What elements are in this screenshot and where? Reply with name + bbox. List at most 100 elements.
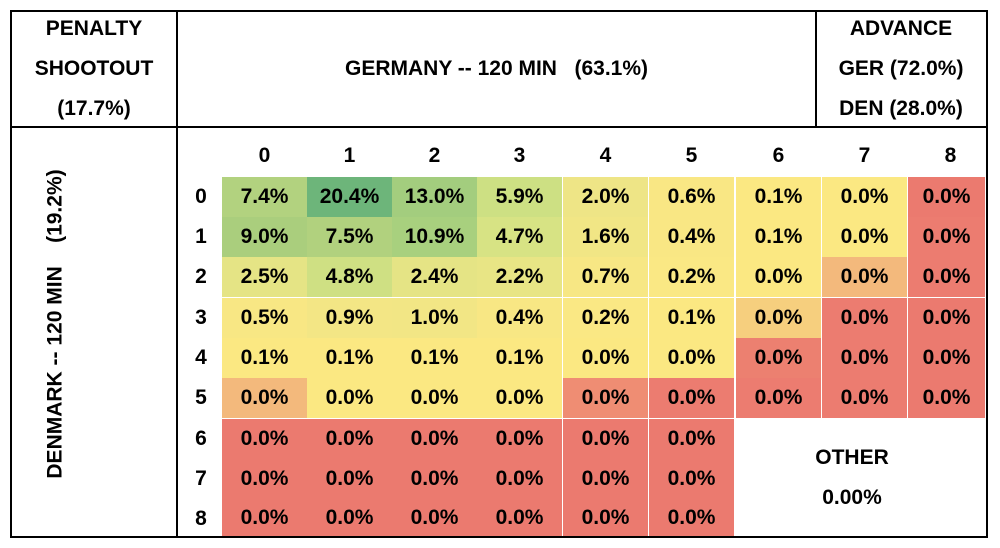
cell-0-6: 0.1% (736, 177, 821, 217)
cell-2-2: 2.4% (392, 257, 477, 297)
cell-4-7: 0.0% (822, 338, 907, 378)
other-label: OTHER (815, 445, 889, 469)
advance-line-1: ADVANCE (849, 17, 953, 40)
cell-5-8: 0.0% (908, 378, 985, 418)
cell-8-1: 0.0% (307, 499, 392, 536)
cell-4-2: 0.1% (392, 338, 477, 378)
cell-2-1: 4.8% (307, 257, 392, 297)
advance-line-3: DEN (28.0%) (839, 97, 963, 120)
cell-7-1: 0.0% (307, 459, 392, 499)
other-value: 0.00% (822, 485, 882, 509)
col-header-5: 5 (685, 144, 698, 167)
row-header-0: 0 (195, 185, 207, 208)
cell-5-0: 0.0% (222, 378, 307, 418)
cell-6-3: 0.0% (477, 419, 562, 459)
cell-2-4: 0.7% (563, 257, 648, 297)
divider-header (10, 126, 988, 128)
cell-5-7: 0.0% (822, 378, 907, 418)
germany-label: GERMANY -- 120 MIN (63.1%) (344, 57, 648, 80)
cell-4-3: 0.1% (477, 338, 562, 378)
cell-1-3: 4.7% (477, 217, 562, 257)
cell-7-4: 0.0% (563, 459, 648, 499)
row-header-1: 1 (195, 225, 207, 248)
shootout-header: PENALTY SHOOTOUT (17.7%) (12, 12, 176, 126)
col-header-4: 4 (599, 144, 612, 167)
cell-7-0: 0.0% (222, 459, 307, 499)
cell-6-5: 0.0% (649, 419, 734, 459)
other-box: OTHER 0.00% (737, 419, 967, 536)
cell-0-8: 0.0% (908, 177, 985, 217)
cell-0-1: 20.4% (307, 177, 392, 217)
cell-6-1: 0.0% (307, 419, 392, 459)
cell-1-0: 9.0% (222, 217, 307, 257)
cell-7-2: 0.0% (392, 459, 477, 499)
row-header-5: 5 (195, 386, 207, 409)
cell-0-2: 13.0% (392, 177, 477, 217)
cell-5-6: 0.0% (736, 378, 821, 418)
divider-right (815, 10, 817, 127)
cell-6-0: 0.0% (222, 419, 307, 459)
cell-2-7: 0.0% (822, 257, 907, 297)
col-header-2: 2 (428, 144, 441, 167)
cell-7-5: 0.0% (649, 459, 734, 499)
row-header-6: 6 (195, 427, 207, 450)
cell-1-7: 0.0% (822, 217, 907, 257)
cell-1-5: 0.4% (649, 217, 734, 257)
cell-2-8: 0.0% (908, 257, 985, 297)
cell-3-1: 0.9% (307, 298, 392, 338)
cell-0-4: 2.0% (563, 177, 648, 217)
cell-3-6: 0.0% (736, 298, 821, 338)
row-header-4: 4 (195, 346, 207, 369)
col-header-0: 0 (258, 144, 271, 167)
cell-6-4: 0.0% (563, 419, 648, 459)
cell-5-3: 0.0% (477, 378, 562, 418)
cell-3-5: 0.1% (649, 298, 734, 338)
cell-4-4: 0.0% (563, 338, 648, 378)
cell-0-3: 5.9% (477, 177, 562, 217)
cell-1-1: 7.5% (307, 217, 392, 257)
cell-1-4: 1.6% (563, 217, 648, 257)
cell-2-6: 0.0% (736, 257, 821, 297)
cell-1-8: 0.0% (908, 217, 985, 257)
cell-5-2: 0.0% (392, 378, 477, 418)
shootout-line-3: (17.7%) (57, 97, 131, 120)
cell-8-2: 0.0% (392, 499, 477, 536)
cell-5-4: 0.0% (563, 378, 648, 418)
cell-4-6: 0.0% (736, 338, 821, 378)
cell-8-3: 0.0% (477, 499, 562, 536)
advance-header: ADVANCE GER (72.0%) DEN (28.0%) (817, 12, 985, 126)
col-header-3: 3 (513, 144, 526, 167)
denmark-label: DENMARK -- 120 MIN (19.2%) (44, 169, 67, 479)
denmark-label-box: DENMARK -- 120 MIN (19.2%) (38, 110, 74, 538)
cell-3-4: 0.2% (563, 298, 648, 338)
cell-3-3: 0.4% (477, 298, 562, 338)
cell-0-7: 0.0% (822, 177, 907, 217)
cell-4-8: 0.0% (908, 338, 985, 378)
row-header-7: 7 (195, 467, 207, 490)
col-header-8: 8 (944, 144, 957, 167)
cell-1-6: 0.1% (736, 217, 821, 257)
cell-8-4: 0.0% (563, 499, 648, 536)
cell-3-0: 0.5% (222, 298, 307, 338)
divider-side (176, 126, 178, 538)
cell-4-5: 0.0% (649, 338, 734, 378)
cell-0-5: 0.6% (649, 177, 734, 217)
cell-8-0: 0.0% (222, 499, 307, 536)
cell-5-1: 0.0% (307, 378, 392, 418)
divider-left (176, 10, 178, 127)
cell-3-7: 0.0% (822, 298, 907, 338)
cell-4-1: 0.1% (307, 338, 392, 378)
cell-4-0: 0.1% (222, 338, 307, 378)
shootout-line-1: PENALTY (45, 17, 143, 40)
cell-6-2: 0.0% (392, 419, 477, 459)
col-header-7: 7 (858, 144, 871, 167)
cell-2-0: 2.5% (222, 257, 307, 297)
row-header-3: 3 (195, 306, 207, 329)
cell-3-2: 1.0% (392, 298, 477, 338)
germany-header: GERMANY -- 120 MIN (63.1%) (178, 12, 815, 126)
shootout-line-2: SHOOTOUT (34, 57, 154, 80)
cell-0-0: 7.4% (222, 177, 307, 217)
cell-2-5: 0.2% (649, 257, 734, 297)
col-header-6: 6 (772, 144, 785, 167)
row-header-8: 8 (195, 507, 207, 530)
